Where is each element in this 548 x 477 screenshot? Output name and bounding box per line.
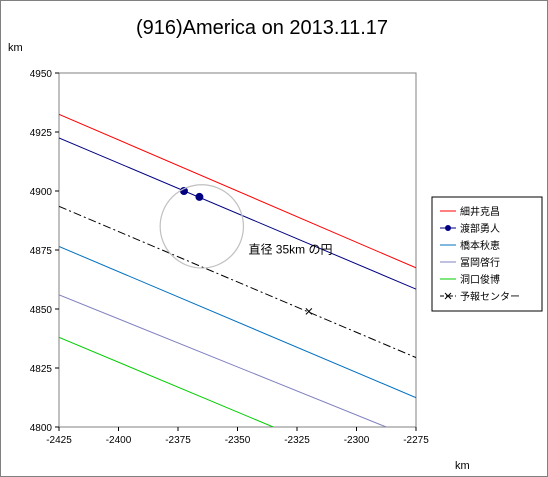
legend-label-4: 洞口俊博 — [460, 273, 500, 286]
diameter-circle — [159, 184, 245, 269]
circle-label: 直径 35km の円 — [248, 242, 332, 256]
x-tick-label: -2325 — [284, 435, 310, 446]
x-tick-label: -2275 — [403, 435, 429, 446]
legend-marker-1 — [445, 225, 451, 231]
y-axis-unit: km — [8, 42, 23, 54]
x-tick-label: -2350 — [225, 435, 251, 446]
chart-title: (916)America on 2013.11.17 — [136, 17, 388, 39]
y-tick-label: 4850 — [30, 305, 53, 316]
series-point-5 — [305, 308, 313, 315]
legend-label-2: 橋本秋恵 — [460, 239, 500, 252]
marker-layer — [179, 187, 313, 315]
y-axis: 4800 4825 4850 4875 4900 4925 4950 — [30, 69, 59, 434]
legend-label-0: 細井克昌 — [460, 205, 500, 218]
y-tick-label: 4825 — [30, 364, 53, 375]
series-line-0 — [59, 113, 416, 269]
y-tick-label: 4875 — [30, 246, 53, 257]
y-tick-label: 4900 — [30, 187, 53, 198]
legend-label-5: 予報センター — [460, 291, 520, 303]
legend-marker-5 — [444, 292, 452, 300]
legend-label-3: 冨岡啓行 — [460, 256, 500, 269]
x-tick-label: -2375 — [165, 435, 191, 446]
series-line-1 — [59, 137, 416, 290]
series-point-1 — [195, 192, 204, 201]
x-axis-unit: km — [455, 460, 470, 472]
y-tick-label: 4925 — [30, 128, 53, 139]
series-line-4 — [59, 336, 274, 427]
y-tick-label: 4950 — [30, 69, 53, 80]
series-line-2 — [59, 245, 416, 399]
series-layer — [59, 113, 416, 427]
x-axis: -2425 -2400 -2375 -2350 -2325 -2300 -2275 — [46, 427, 429, 446]
series-line-3 — [59, 294, 387, 427]
annotation-layer: 直径 35km の円 — [159, 184, 332, 269]
legend-box — [431, 196, 543, 312]
plot-area — [58, 72, 417, 428]
series-line-5 — [59, 205, 416, 359]
y-tick-label: 4800 — [30, 423, 53, 434]
x-tick-label: -2425 — [46, 435, 72, 446]
x-tick-label: -2400 — [106, 435, 132, 446]
x-tick-label: -2300 — [344, 435, 370, 446]
legend-label-1: 渡部勇人 — [460, 222, 500, 235]
